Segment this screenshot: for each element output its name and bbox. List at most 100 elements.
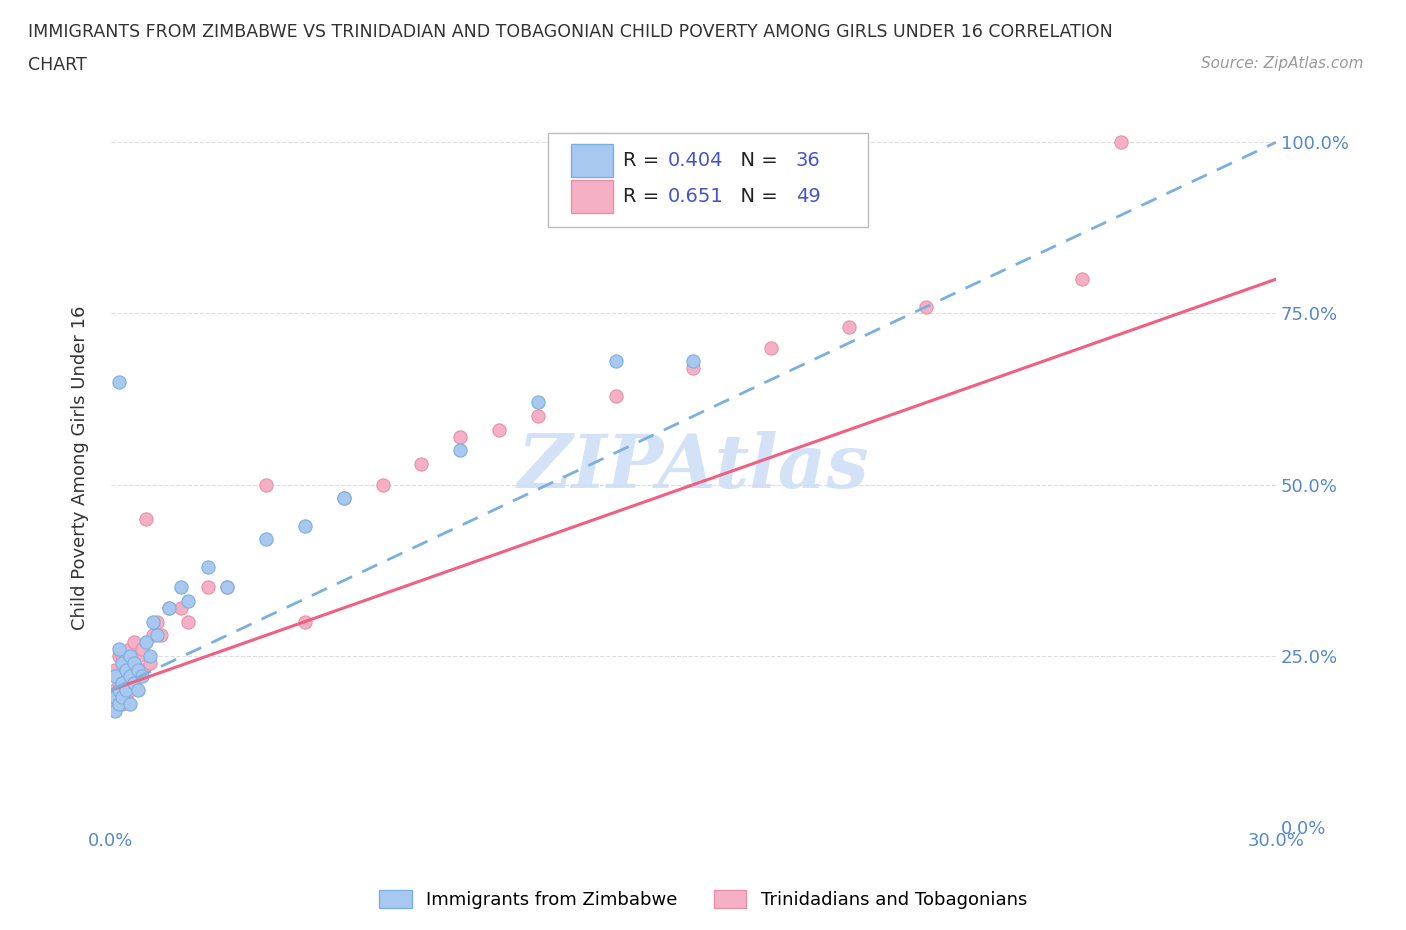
- Point: [107, 697, 129, 711]
- Point: [127, 648, 149, 663]
- Point: [120, 683, 142, 698]
- Point: [120, 662, 142, 677]
- Point: [333, 491, 356, 506]
- Point: [1070, 272, 1092, 286]
- Point: [150, 628, 173, 643]
- Text: 49: 49: [796, 187, 821, 206]
- Point: [104, 662, 127, 677]
- Point: [120, 642, 142, 657]
- Point: [120, 697, 142, 711]
- Point: [371, 477, 394, 492]
- Point: [146, 628, 169, 643]
- Point: [111, 683, 134, 698]
- Text: R =: R =: [623, 151, 666, 170]
- Text: IMMIGRANTS FROM ZIMBABWE VS TRINIDADIAN AND TOBAGONIAN CHILD POVERTY AMONG GIRLS: IMMIGRANTS FROM ZIMBABWE VS TRINIDADIAN …: [28, 23, 1114, 41]
- Point: [122, 656, 145, 671]
- Point: [605, 388, 627, 403]
- Point: [157, 601, 180, 616]
- Text: Source: ZipAtlas.com: Source: ZipAtlas.com: [1201, 56, 1364, 71]
- Point: [127, 669, 149, 684]
- Point: [527, 408, 550, 423]
- Point: [177, 593, 200, 608]
- Point: [131, 669, 153, 684]
- Text: ZIPAtlas: ZIPAtlas: [517, 432, 869, 504]
- Point: [115, 648, 138, 663]
- Point: [449, 430, 471, 445]
- Point: [294, 518, 316, 533]
- Point: [115, 662, 138, 677]
- Text: 36: 36: [796, 151, 821, 170]
- Point: [122, 676, 145, 691]
- Point: [254, 532, 277, 547]
- Point: [111, 648, 134, 663]
- FancyBboxPatch shape: [571, 179, 613, 213]
- FancyBboxPatch shape: [571, 144, 613, 177]
- Point: [115, 689, 138, 704]
- Point: [107, 669, 129, 684]
- Point: [122, 656, 145, 671]
- Point: [104, 703, 127, 718]
- Point: [120, 648, 142, 663]
- Point: [915, 299, 938, 314]
- Point: [135, 512, 157, 526]
- Point: [217, 580, 239, 595]
- Point: [142, 614, 165, 629]
- Point: [107, 676, 129, 691]
- Point: [104, 689, 127, 704]
- Point: [104, 669, 127, 684]
- Point: [759, 340, 782, 355]
- Point: [107, 689, 129, 704]
- Point: [294, 614, 316, 629]
- Y-axis label: Child Poverty Among Girls Under 16: Child Poverty Among Girls Under 16: [72, 305, 89, 630]
- Point: [107, 642, 129, 657]
- Point: [115, 669, 138, 684]
- Point: [333, 491, 356, 506]
- Point: [177, 614, 200, 629]
- Point: [120, 669, 142, 684]
- Point: [682, 361, 704, 376]
- Point: [1109, 135, 1132, 150]
- Point: [217, 580, 239, 595]
- Point: [157, 601, 180, 616]
- Text: 0.404: 0.404: [668, 151, 723, 170]
- Point: [107, 683, 129, 698]
- Point: [138, 648, 160, 663]
- Point: [122, 676, 145, 691]
- Point: [170, 601, 193, 616]
- Point: [197, 580, 219, 595]
- FancyBboxPatch shape: [548, 133, 868, 227]
- Text: N =: N =: [728, 151, 785, 170]
- Point: [111, 656, 134, 671]
- Point: [111, 697, 134, 711]
- Point: [131, 662, 153, 677]
- Point: [111, 676, 134, 691]
- Point: [107, 648, 129, 663]
- Point: [122, 634, 145, 649]
- Point: [131, 642, 153, 657]
- Point: [127, 662, 149, 677]
- Text: CHART: CHART: [28, 56, 87, 73]
- Point: [146, 614, 169, 629]
- Point: [527, 395, 550, 410]
- Point: [138, 656, 160, 671]
- Point: [838, 320, 860, 335]
- Point: [605, 354, 627, 369]
- Text: R =: R =: [623, 187, 672, 206]
- Point: [111, 689, 134, 704]
- Point: [170, 580, 193, 595]
- Point: [254, 477, 277, 492]
- Point: [115, 683, 138, 698]
- Text: 0.651: 0.651: [668, 187, 724, 206]
- Point: [449, 443, 471, 458]
- Point: [411, 457, 433, 472]
- Legend: Immigrants from Zimbabwe, Trinidadians and Tobagonians: Immigrants from Zimbabwe, Trinidadians a…: [373, 883, 1033, 916]
- Point: [488, 422, 510, 437]
- Point: [197, 559, 219, 574]
- Point: [104, 683, 127, 698]
- Point: [127, 683, 149, 698]
- Point: [142, 628, 165, 643]
- Point: [682, 354, 704, 369]
- Point: [104, 697, 127, 711]
- Point: [111, 669, 134, 684]
- Text: N =: N =: [728, 187, 785, 206]
